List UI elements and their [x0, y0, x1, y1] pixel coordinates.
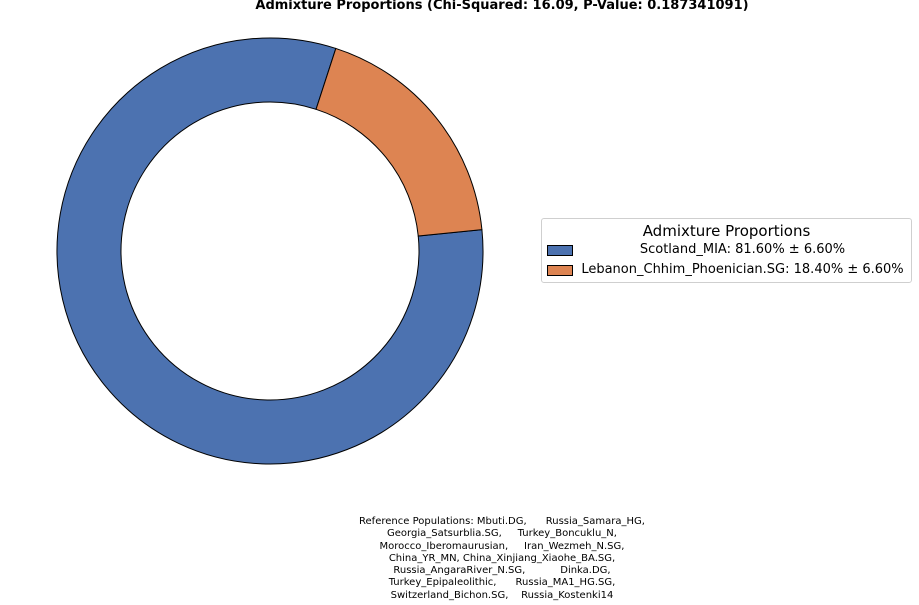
legend-label-lebanon: Lebanon_Chhim_Phoenician.SG: 18.40% ± 6.…	[581, 262, 904, 277]
chart-legend: Admixture Proportions Scotland_MIA: 81.6…	[541, 218, 912, 283]
chart-title: Admixture Proportions (Chi-Squared: 16.0…	[255, 0, 749, 13]
legend-entry-scotland: Scotland_MIA: 81.60% ± 6.60%	[542, 242, 911, 262]
reference-line: Georgia_Satsurblia.SG, Turkey_Boncuklu_N…	[387, 528, 617, 540]
legend-title: Admixture Proportions	[642, 222, 811, 240]
reference-line: Turkey_Epipaleolithic, Russia_MA1_HG.SG,	[388, 577, 616, 589]
reference-line: Russia_AngaraRiver_N.SG, Dinka.DG,	[393, 565, 611, 577]
reference-line: Switzerland_Bichon.SG, Russia_Kostenki14	[390, 589, 614, 601]
legend-entry-lebanon: Lebanon_Chhim_Phoenician.SG: 18.40% ± 6.…	[542, 262, 911, 282]
reference-line: China_YR_MN, China_Xinjiang_Xiaohe_BA.SG…	[388, 552, 616, 564]
legend-swatch-scotland	[547, 245, 573, 256]
reference-line: Morocco_Iberomaurusian, Iran_Wezmeh_N.SG…	[379, 540, 625, 552]
legend-swatch-lebanon	[547, 265, 573, 276]
reference-line: Reference Populations: Mbuti.DG, Russia_…	[359, 516, 645, 527]
donut-slice-lebanon-chhim-phoenician-sg	[315, 47, 483, 237]
legend-label-scotland: Scotland_MIA: 81.60% ± 6.60%	[639, 242, 846, 257]
reference-populations: Reference Populations: Mbuti.DG, Russia_…	[0, 516, 919, 602]
donut-slice-scotland-mia	[56, 37, 484, 465]
